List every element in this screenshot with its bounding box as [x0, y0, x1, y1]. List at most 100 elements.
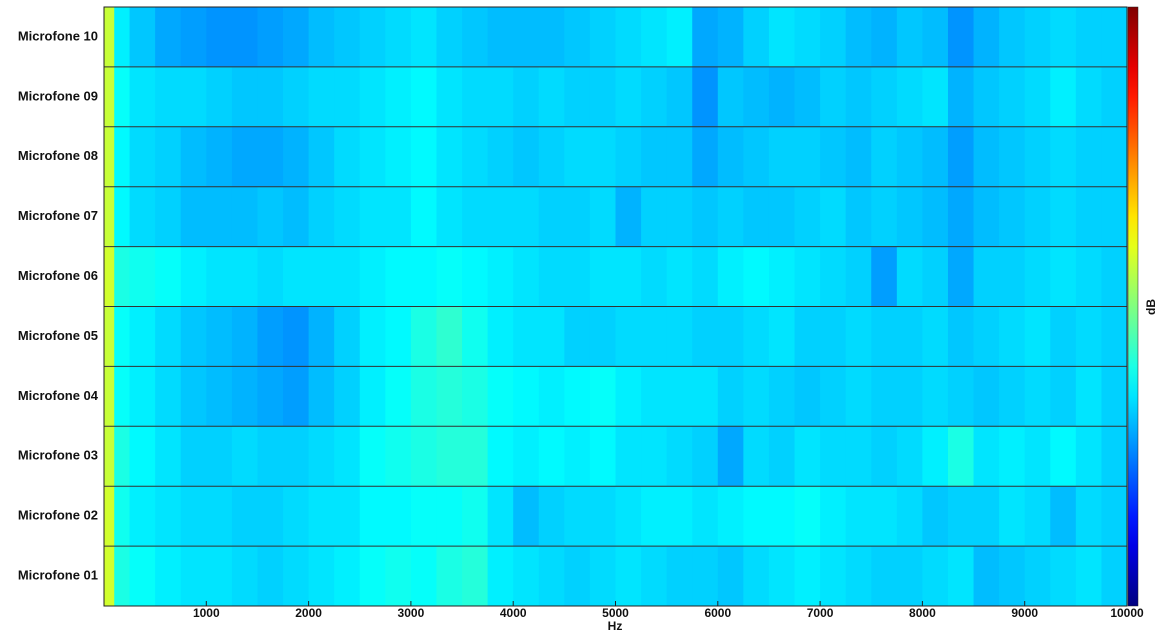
heat-cell — [564, 186, 591, 247]
heat-cell — [589, 306, 616, 367]
heat-cell — [717, 306, 744, 367]
heat-cell — [231, 7, 258, 67]
y-tick-label: Microfone 01 — [18, 567, 98, 582]
heat-cell — [1050, 126, 1077, 187]
heat-cell — [410, 426, 437, 487]
heat-cell — [1024, 7, 1051, 67]
heat-cell — [692, 426, 719, 487]
heat-cell — [308, 546, 335, 606]
heat-cell — [129, 186, 156, 247]
heat-cell — [615, 186, 642, 247]
heat-cell — [410, 366, 437, 427]
heat-cell — [257, 486, 284, 547]
x-tick-label: 3000 — [398, 606, 425, 620]
heat-cell — [1024, 126, 1051, 187]
heat-cell — [1101, 7, 1128, 67]
heat-cell — [717, 366, 744, 427]
heat-cell — [180, 7, 207, 67]
heat-cell — [359, 126, 386, 187]
heat-cell — [257, 186, 284, 247]
heat-cell — [334, 546, 361, 606]
heat-cell — [1050, 546, 1077, 606]
heat-cell — [768, 126, 796, 187]
heat-cell — [308, 486, 335, 547]
heat-cell — [973, 426, 1000, 487]
heat-cell — [359, 7, 386, 67]
x-tick-label: 1000 — [193, 606, 220, 620]
heat-cell — [641, 426, 668, 487]
heat-cell — [436, 486, 463, 547]
heat-cell — [385, 126, 412, 187]
heat-cell — [794, 486, 821, 547]
heat-cell — [513, 186, 540, 247]
heat-cell — [947, 126, 975, 187]
heat-cell — [231, 426, 258, 487]
heat-cell — [896, 546, 923, 606]
heat-cell — [231, 66, 258, 127]
y-tick-label: Microfone 06 — [18, 268, 98, 283]
heat-cell — [947, 306, 975, 367]
heat-cell — [410, 546, 437, 606]
heat-cell — [564, 486, 591, 547]
heat-cell — [615, 366, 642, 427]
heat-cell — [1101, 426, 1128, 487]
heat-cell — [180, 366, 207, 427]
heat-cell — [513, 246, 540, 307]
heat-cell — [155, 366, 182, 427]
heat-cell — [129, 306, 156, 367]
heat-cell — [283, 66, 310, 127]
x-tick-label: 7000 — [807, 606, 834, 620]
heat-cell — [820, 486, 847, 547]
heat-cell — [896, 7, 923, 67]
heat-cell — [359, 246, 386, 307]
heat-cell — [1101, 486, 1128, 547]
heat-cell — [1050, 486, 1077, 547]
heat-cell — [1024, 246, 1051, 307]
heat-cell — [334, 246, 361, 307]
heat-cell — [871, 366, 898, 427]
heat-cell — [1075, 66, 1102, 127]
heat-cell — [462, 126, 489, 187]
heat-cell — [1075, 246, 1102, 307]
heat-cell — [283, 126, 310, 187]
heat-cell — [180, 66, 207, 127]
heat-cell — [717, 126, 744, 187]
heat-cell — [1101, 186, 1128, 247]
heat-cell — [615, 246, 642, 307]
heat-cell — [845, 246, 872, 307]
heat-cell — [871, 246, 898, 307]
heat-cell — [538, 66, 565, 127]
heat-cell — [999, 546, 1026, 606]
heat-cell — [666, 66, 693, 127]
heat-cell — [947, 546, 975, 606]
heat-cell — [114, 66, 131, 127]
heat-cell — [334, 366, 361, 427]
heat-cell — [1050, 366, 1077, 427]
heat-cell — [589, 126, 616, 187]
heat-cell — [385, 486, 412, 547]
heat-cell — [589, 366, 616, 427]
heat-cell — [692, 486, 719, 547]
heat-cell — [334, 66, 361, 127]
heat-cell — [114, 546, 131, 606]
heat-cell — [1050, 7, 1077, 67]
y-tick-label: Microfone 05 — [18, 328, 98, 343]
heat-cell — [922, 546, 949, 606]
heat-cell — [104, 246, 115, 307]
heat-cell — [615, 486, 642, 547]
heat-cell — [820, 7, 847, 67]
heat-cell — [334, 7, 361, 67]
heat-cell — [385, 306, 412, 367]
heat-cell — [104, 486, 115, 547]
colorbar — [1127, 6, 1139, 607]
heat-cell — [334, 306, 361, 367]
heat-cell — [666, 486, 693, 547]
heat-cell — [436, 426, 463, 487]
heat-cell — [589, 546, 616, 606]
heat-cell — [308, 246, 335, 307]
heat-cell — [410, 126, 437, 187]
heat-cell — [871, 186, 898, 247]
heat-cell — [794, 66, 821, 127]
heat-cell — [513, 546, 540, 606]
heat-cell — [436, 186, 463, 247]
